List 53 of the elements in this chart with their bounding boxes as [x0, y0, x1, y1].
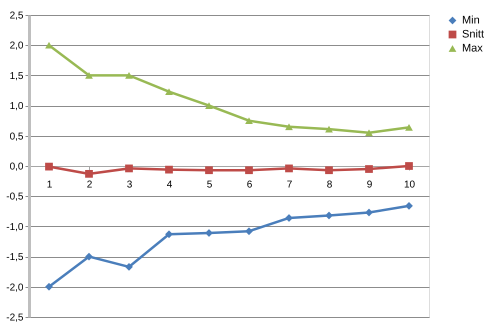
point: [85, 252, 93, 260]
y-tick-label: -1,5: [6, 252, 24, 264]
point: [325, 166, 333, 174]
y-tick-label: 1,5: [10, 70, 24, 82]
y-tick-label: 0,5: [10, 131, 24, 142]
point: [165, 230, 173, 238]
x-tick-label: 5: [206, 180, 213, 190]
point: [205, 102, 213, 109]
point: [245, 117, 253, 124]
point: [285, 123, 293, 130]
point: [365, 129, 373, 136]
point: [285, 164, 293, 172]
x-tick-label: 9: [366, 180, 373, 190]
point: [405, 162, 413, 170]
x-tick-label: 6: [246, 180, 253, 190]
x-tick-label: 3: [126, 180, 133, 190]
y-tick-label: -2,0: [6, 282, 24, 294]
legend-label: Snitt: [462, 28, 484, 40]
point: [125, 164, 133, 172]
point: [325, 212, 333, 220]
legend-label: Min: [462, 14, 480, 26]
point: [405, 202, 413, 210]
point: [325, 126, 333, 133]
point: [245, 166, 253, 174]
point: [405, 124, 413, 131]
point: [245, 227, 253, 236]
point: [285, 214, 293, 222]
x-tick-label: 1: [46, 180, 53, 190]
point: [125, 72, 133, 79]
y-tick-label: -1,0: [6, 222, 24, 233]
y-tick-label: 0,0: [10, 162, 24, 172]
x-tick-label: 2: [86, 180, 93, 190]
point: [85, 72, 93, 79]
y-tick-label: 1,0: [10, 101, 24, 112]
x-tick-label: 10: [404, 180, 416, 190]
point: [365, 165, 373, 173]
point: [45, 282, 53, 291]
x-tick-label: 4: [166, 180, 173, 190]
y-tick-label: -0,5: [6, 192, 24, 203]
point: [205, 166, 213, 174]
x-tick-label: 8: [326, 180, 333, 190]
point: [205, 229, 213, 237]
point: [125, 262, 133, 271]
point: [85, 170, 93, 178]
legend-label: Max: [462, 42, 484, 54]
point: [165, 166, 173, 174]
x-tick-label: 7: [286, 180, 293, 190]
point: [365, 208, 373, 216]
point: [45, 162, 53, 170]
point: [165, 88, 173, 96]
y-tick-label: -2,5: [6, 312, 24, 324]
y-tick-label: 2,0: [10, 40, 24, 52]
y-tick-label: 2,5: [10, 10, 24, 22]
